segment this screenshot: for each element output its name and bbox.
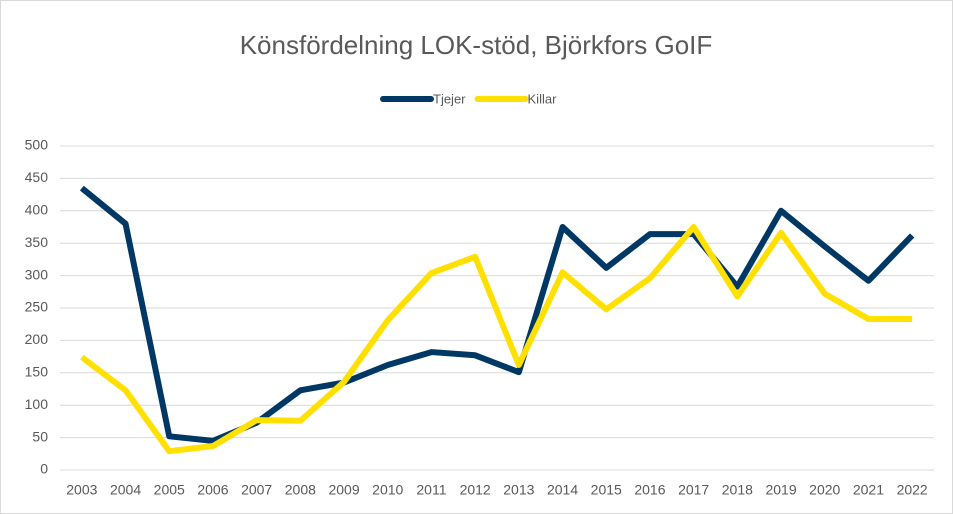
x-tick-label: 2003 xyxy=(66,482,97,498)
y-tick-label: 450 xyxy=(25,169,49,185)
x-tick-label: 2008 xyxy=(285,482,316,498)
x-tick-label: 2009 xyxy=(328,482,359,498)
line-series xyxy=(80,224,913,455)
x-tick-label: 2015 xyxy=(591,482,622,498)
line-series xyxy=(79,185,915,444)
x-tick-label: 2017 xyxy=(678,482,709,498)
x-tick-label: 2018 xyxy=(722,482,753,498)
y-tick-label: 350 xyxy=(25,234,49,250)
x-tick-label: 2020 xyxy=(809,482,840,498)
legend-label: Tjejer xyxy=(433,91,466,106)
x-tick-label: 2004 xyxy=(110,482,141,498)
y-tick-label: 400 xyxy=(25,202,49,218)
x-tick-label: 2021 xyxy=(853,482,884,498)
x-tick-label: 2010 xyxy=(372,482,403,498)
x-tick-label: 2012 xyxy=(460,482,491,498)
y-tick-label: 50 xyxy=(32,428,48,444)
y-tick-label: 0 xyxy=(40,461,48,477)
x-tick-label: 2007 xyxy=(241,482,272,498)
x-tick-label: 2005 xyxy=(154,482,185,498)
chart-title: Könsfördelning LOK-stöd, Björkfors GoIF xyxy=(240,30,713,60)
x-tick-label: 2013 xyxy=(503,482,534,498)
legend-label: Killar xyxy=(528,91,558,106)
y-tick-label: 150 xyxy=(25,364,49,380)
x-tick-label: 2016 xyxy=(634,482,665,498)
y-tick-label: 200 xyxy=(25,331,49,347)
y-tick-label: 500 xyxy=(25,137,49,153)
x-tick-label: 2006 xyxy=(197,482,228,498)
x-tick-label: 2022 xyxy=(897,482,928,498)
y-tick-label: 250 xyxy=(25,299,49,315)
x-tick-label: 2011 xyxy=(416,482,446,498)
y-tick-label: 100 xyxy=(25,396,49,412)
y-tick-label: 300 xyxy=(25,266,49,282)
x-tick-label: 2019 xyxy=(765,482,796,498)
x-tick-label: 2014 xyxy=(547,482,578,498)
